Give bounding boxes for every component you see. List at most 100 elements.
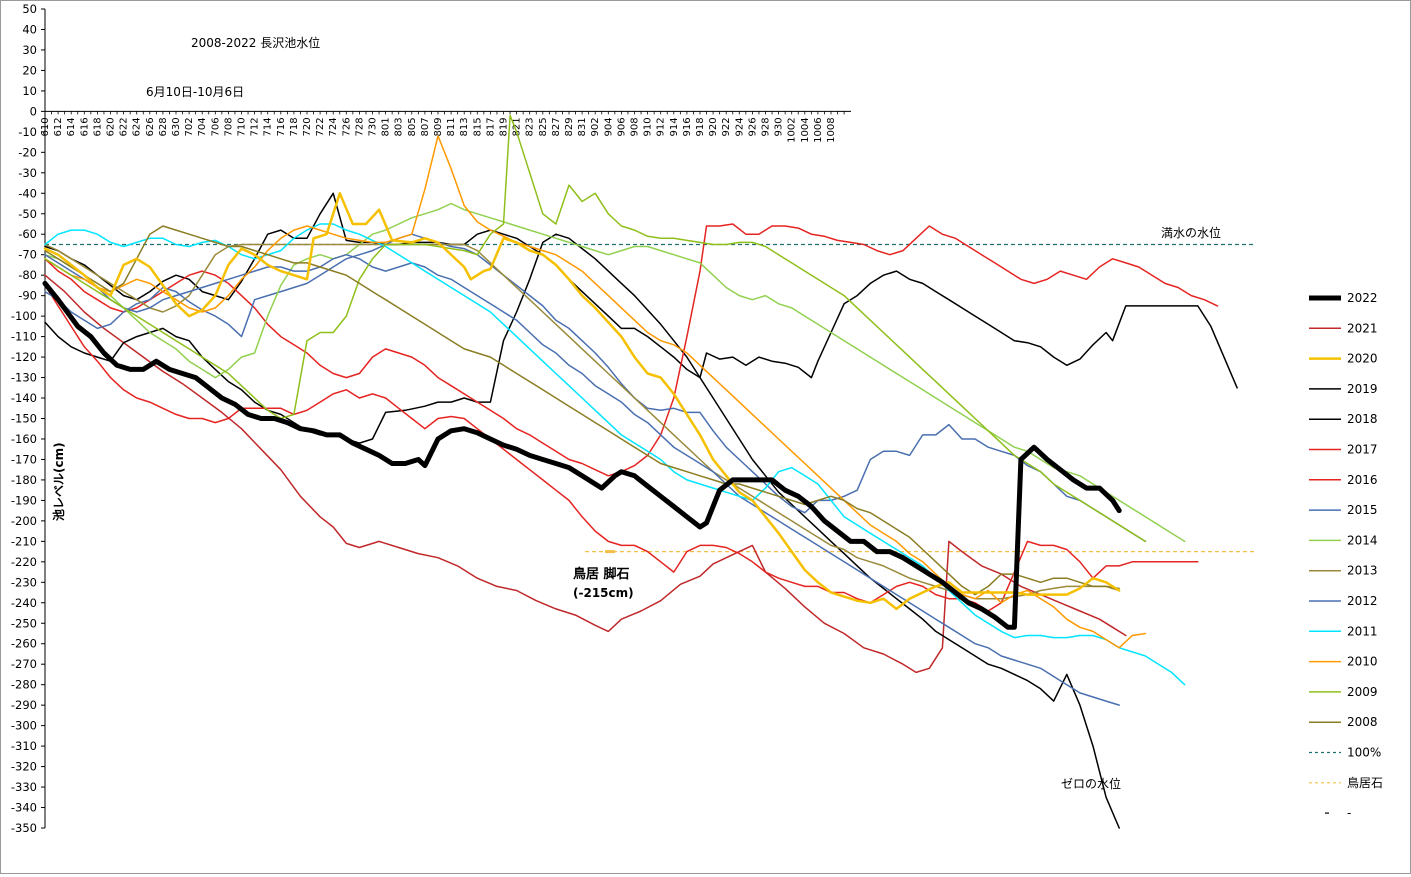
legend-label: 2014 [1347,533,1378,547]
series-2015 [44,233,1147,543]
x-tick-label: 908 [630,117,641,136]
y-tick-label: -170 [11,452,37,466]
x-tick-label: 624 [132,117,143,136]
y-tick-label: -310 [11,739,37,753]
series-2012 [44,253,1120,706]
torii-annotation-value: (-215cm) [573,586,634,600]
x-tick-label: 610 [40,117,51,136]
y-tick-label: 10 [22,84,37,98]
full-level-annotation: 満水の水位 [1161,225,1221,240]
y-tick-label: -140 [11,391,37,405]
x-tick-label: 801 [381,117,392,136]
y-tick-label: 0 [30,104,37,118]
y-tick-label: -30 [18,166,37,180]
y-tick-label: -240 [11,596,37,610]
x-tick-label: 904 [603,117,614,136]
x-tick-label: 704 [197,117,208,136]
legend-label: 鳥居石 [1347,775,1383,790]
legend-label: 2021 [1347,321,1378,335]
series-2022 [42,280,1122,630]
legend-label: 2019 [1347,382,1378,396]
legend-label: 2012 [1347,594,1378,608]
y-tick-label: -70 [18,248,37,262]
x-tick-label: 827 [551,117,562,136]
legend-label: 2016 [1347,473,1378,487]
legend: 2022 2021 2020 2019 2018 2017 2016 2015 2014 2013… [1309,291,1383,820]
series-2013 [44,243,1120,600]
series-2008 [44,225,1120,596]
x-tick-label: 612 [53,117,64,136]
y-tick-label: -270 [11,657,37,671]
y-tick-label: -100 [11,309,37,323]
x-tick-label: 924 [734,117,745,136]
x-tick-label: 910 [643,117,654,136]
legend-label: 2017 [1347,443,1378,457]
x-tick-label: 722 [315,117,326,136]
x-tick-label: 821 [512,117,523,136]
y-tick-label: -210 [11,534,37,548]
y-tick-label: -120 [11,350,37,364]
x-tick-label: 920 [708,117,719,136]
x-tick-label: 918 [695,117,706,136]
x-tick-label: 805 [407,117,418,136]
legend-label: 2009 [1347,685,1378,699]
series-2020 [43,192,1121,611]
x-tick-label: 1002 [787,117,798,142]
x-tick-label: 831 [577,117,588,136]
legend-label: 2022 [1347,291,1378,305]
y-tick-label: -280 [11,678,37,692]
series-2014 [44,202,1186,543]
y-tick-label: 40 [22,22,37,36]
legend-label: 2020 [1347,352,1378,366]
x-tick-label: 817 [485,117,496,136]
x-tick-label: 718 [289,117,300,136]
x-tick-label: 630 [171,117,182,136]
x-tick-label: 912 [656,117,667,136]
x-tick-label: 618 [92,117,103,136]
zero-level-annotation: ゼロの水位 [1061,776,1121,791]
x-tick-label: 716 [276,117,287,136]
series-2009 [44,114,1147,543]
y-tick-label: -190 [11,493,37,507]
x-tick-label: 708 [223,117,234,136]
legend-label: 2018 [1347,412,1378,426]
y-tick-label: -220 [11,555,37,569]
legend-label: - [1347,806,1351,820]
y-tick-label: -160 [11,432,37,446]
y-tick-label: -80 [18,268,37,282]
x-tick-label: 706 [210,117,221,136]
x-tick-label: 1008 [826,117,837,142]
x-tick-label: 914 [669,117,680,136]
x-tick-label: 916 [682,117,693,136]
x-tick-label: 728 [354,117,365,136]
series-2021 [44,274,1127,674]
y-tick-label: -290 [11,698,37,712]
y-tick-label: -230 [11,575,37,589]
x-tick-label: 714 [263,117,274,136]
y-tick-label: -20 [18,145,37,159]
legend-label: 2013 [1347,564,1378,578]
y-tick-label: -350 [11,821,37,835]
y-tick-label: -150 [11,412,37,426]
legend-label: 2010 [1347,655,1378,669]
x-tick-label: 628 [158,117,169,136]
y-tick-label: 50 [22,2,37,16]
x-tick-label: 1006 [813,117,824,142]
x-tick-label: 815 [472,117,483,136]
y-tick-label: -260 [11,637,37,651]
x-tick-label: 807 [420,117,431,136]
x-tick-label: 813 [459,117,470,136]
series-2011 [44,223,1186,686]
x-tick-label: 819 [499,117,510,136]
y-tick-label: -340 [11,801,37,815]
series-layer [42,114,1238,829]
y-tick-label: -40 [18,186,37,200]
x-tick-label: 1004 [800,117,811,142]
x-tick-label: 616 [79,117,90,136]
x-tick-label: 825 [538,117,549,136]
y-tick-label: -90 [18,289,37,303]
reference-lines [45,243,1256,554]
x-tick-label: 720 [302,117,313,136]
x-tick-label: 614 [66,117,77,136]
x-tick-label: 626 [145,117,156,136]
